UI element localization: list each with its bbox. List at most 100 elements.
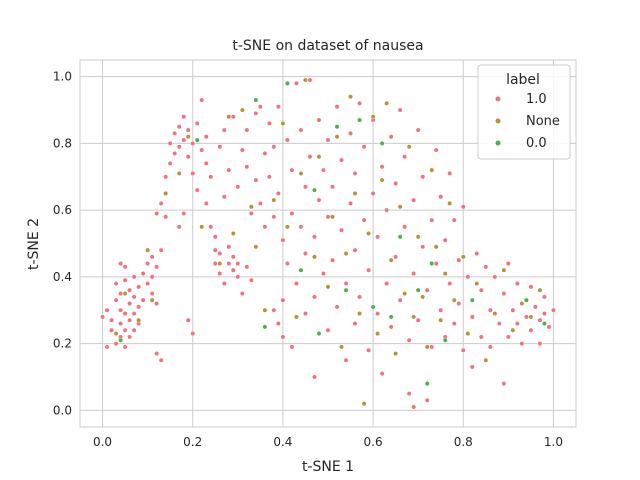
data-point: [199, 97, 205, 103]
data-point: [334, 134, 340, 140]
x-axis-label: t-SNE 1: [302, 459, 354, 475]
data-point: [375, 311, 380, 316]
data-point: [158, 201, 164, 206]
data-point: [253, 97, 259, 103]
data-point: [221, 281, 227, 286]
data-point: [542, 311, 547, 316]
data-point: [348, 94, 353, 100]
data-point: [127, 301, 133, 306]
data-point: [190, 331, 196, 336]
data-point: [307, 154, 313, 160]
data-point: [140, 271, 146, 276]
data-point: [303, 251, 308, 256]
data-point: [154, 351, 160, 356]
data-point: [397, 234, 403, 240]
data-point: [514, 321, 520, 326]
x-tick-label: 0.2: [183, 435, 202, 449]
data-point: [546, 324, 552, 330]
data-point: [316, 154, 322, 160]
data-point: [420, 294, 426, 300]
data-point: [429, 217, 435, 223]
data-point: [280, 120, 286, 126]
y-tick-labels: 0.0 0.2 0.4 0.6 0.8 1.0: [53, 70, 72, 418]
data-point: [131, 311, 137, 316]
data-point: [122, 344, 128, 350]
data-point: [203, 134, 209, 140]
data-point: [239, 291, 245, 296]
x-tick-labels: 0.0 0.2 0.4 0.6 0.8 1.0: [93, 435, 563, 449]
data-point: [136, 317, 142, 323]
data-point: [163, 174, 169, 180]
data-point: [113, 297, 119, 303]
data-point: [312, 294, 317, 300]
data-point: [275, 104, 281, 110]
data-point: [303, 311, 308, 316]
data-point: [379, 164, 385, 170]
data-point: [321, 167, 326, 173]
data-point: [217, 271, 223, 276]
data-point: [379, 141, 385, 146]
data-point: [528, 284, 534, 290]
data-point: [375, 234, 380, 240]
data-point: [145, 281, 151, 286]
data-point: [248, 204, 254, 210]
x-tick-label: 1.0: [544, 435, 563, 449]
data-point: [118, 307, 123, 313]
data-point: [230, 114, 236, 120]
data-point: [118, 337, 123, 343]
data-point: [325, 284, 331, 290]
data-point: [343, 251, 349, 256]
data-point: [375, 331, 380, 336]
data-point: [361, 401, 367, 407]
legend-label: None: [526, 114, 560, 129]
data-point: [460, 204, 466, 210]
data-point: [460, 347, 466, 353]
data-point: [226, 261, 232, 266]
data-point: [438, 317, 444, 323]
data-point: [303, 184, 308, 190]
data-point: [469, 314, 475, 320]
data-point: [294, 314, 299, 320]
data-point: [131, 274, 137, 280]
data-point: [217, 144, 223, 150]
data-point: [402, 291, 408, 296]
data-point: [244, 264, 250, 270]
data-point: [339, 227, 344, 233]
data-point: [397, 107, 403, 113]
data-point: [352, 171, 358, 176]
data-point: [194, 137, 200, 143]
data-point: [451, 321, 457, 326]
data-point: [388, 257, 394, 263]
data-point: [113, 341, 119, 346]
data-point: [524, 297, 529, 303]
data-point: [113, 281, 119, 286]
data-point: [167, 161, 173, 166]
data-point: [104, 344, 110, 350]
data-point: [519, 341, 525, 346]
data-point: [487, 307, 493, 313]
data-point: [316, 117, 322, 123]
data-point: [456, 257, 462, 263]
data-point: [447, 281, 453, 286]
data-point: [158, 247, 164, 253]
data-point: [370, 304, 376, 310]
data-point: [537, 287, 543, 293]
data-point: [298, 127, 304, 133]
data-point: [199, 147, 205, 153]
data-point: [424, 344, 430, 350]
data-point: [357, 117, 362, 123]
data-point: [415, 127, 421, 133]
data-point: [393, 181, 399, 186]
data-point: [348, 130, 353, 136]
data-point: [474, 251, 480, 256]
data-point: [109, 317, 114, 323]
data-point: [361, 144, 367, 150]
y-axis-label: t-SNE 2: [26, 218, 42, 270]
data-point: [528, 314, 534, 320]
data-point: [230, 231, 236, 236]
data-point: [397, 297, 403, 303]
data-point: [280, 334, 286, 340]
data-point: [298, 224, 304, 230]
data-point: [501, 291, 507, 296]
data-point: [190, 171, 196, 176]
